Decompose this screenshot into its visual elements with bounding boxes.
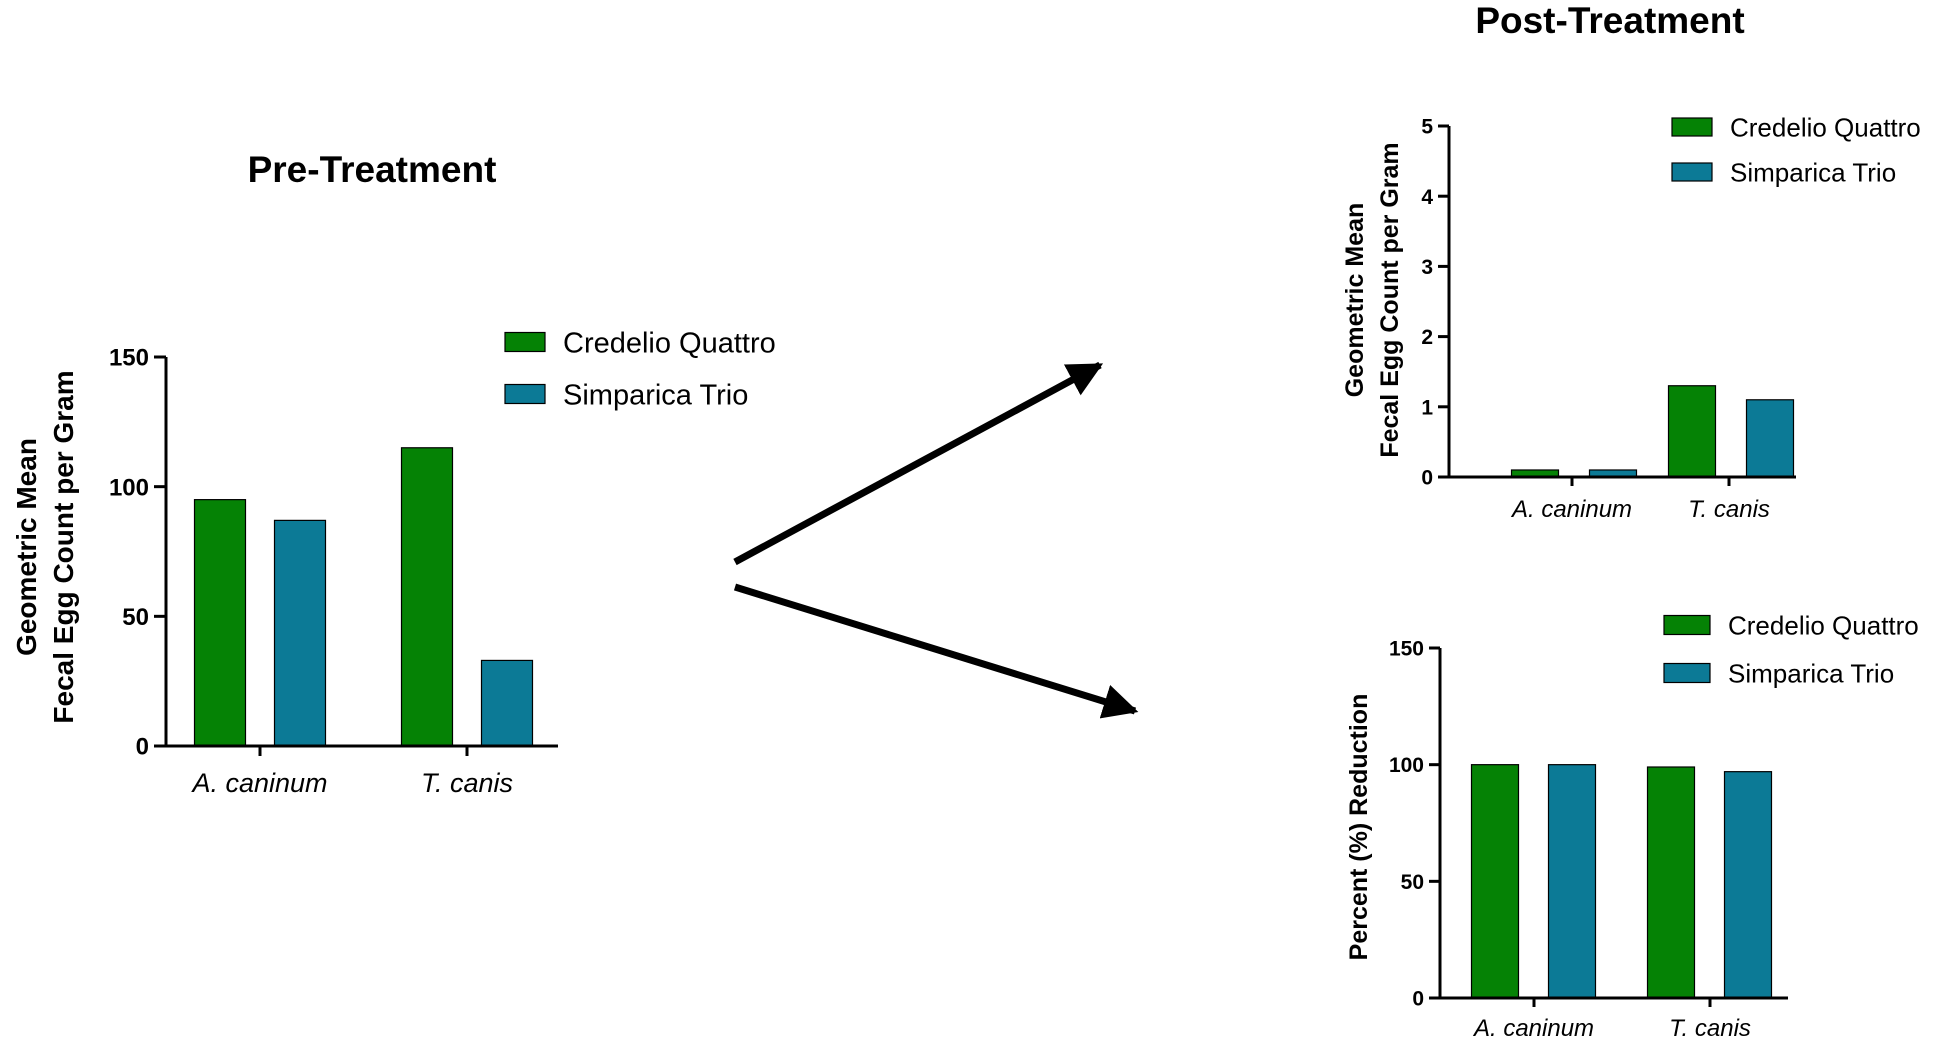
y-tick-label: 150 (109, 345, 149, 372)
y-axis-label: Fecal Egg Count per Gram (1376, 142, 1404, 457)
x-tick-label: A. caninum (190, 768, 327, 798)
y-tick-label: 100 (1389, 754, 1424, 777)
y-tick-label: 0 (136, 734, 149, 761)
x-tick-label: T. canis (421, 768, 513, 798)
y-tick-label: 0 (1412, 988, 1424, 1011)
post-treatment-chart: 0 1 2 3 4 5 A. caninum T. canis Geometric Mean Fe… (1341, 112, 1921, 523)
bar-credelio-quattro-a-caninum (193, 499, 247, 747)
y-axis-label: Geometric Mean (1341, 203, 1369, 398)
legend-swatch-credelio-quattro (1671, 117, 1713, 137)
pre-treatment-title: Pre-Treatment (248, 149, 497, 190)
x-tick-label: T. canis (1669, 1015, 1751, 1042)
legend-swatch-simparica-trio (504, 383, 546, 405)
y-tick-label: 100 (109, 474, 149, 501)
y-tick-label: 3 (1421, 256, 1433, 279)
legend-label-simparica-trio: Simparica Trio (1728, 658, 1894, 688)
y-tick-label: 0 (1421, 467, 1433, 490)
bar-simparica-trio-t-canis (480, 659, 534, 747)
legend-swatch-simparica-trio (1663, 662, 1711, 684)
x-tick-label: A. caninum (1472, 1015, 1594, 1042)
pre-treatment-chart: 0 50 100 150 A. caninum T. canis Geometric Mea… (11, 327, 776, 798)
y-axis-label: Fecal Egg Count per Gram (48, 370, 79, 723)
y-axis-label: Percent (%) Reduction (1345, 694, 1373, 961)
y-tick-label: 4 (1421, 186, 1433, 209)
bar-credelio-quattro-a-caninum (1470, 764, 1520, 999)
y-tick-label: 50 (122, 604, 149, 631)
percent-reduction-chart: 0 50 100 150 A. caninum T. canis Percent (%) R… (1345, 610, 1919, 1042)
y-tick-label: 50 (1401, 871, 1424, 894)
bar-simparica-trio-a-caninum (273, 519, 327, 747)
y-tick-label: 150 (1389, 638, 1424, 661)
bar-simparica-trio-a-caninum (1547, 764, 1597, 999)
bar-credelio-quattro-t-canis (400, 447, 454, 747)
legend-label-credelio-quattro: Credelio Quattro (563, 327, 776, 359)
legend-label-credelio-quattro: Credelio Quattro (1730, 112, 1921, 142)
y-axis-label: Geometric Mean (11, 438, 42, 656)
bar-credelio-quattro-t-canis (1667, 385, 1717, 478)
arrow-down-right-icon (733, 583, 1139, 719)
arrow-up-right-icon (733, 361, 1104, 566)
x-tick-label: A. caninum (1510, 496, 1632, 523)
bar-simparica-trio-t-canis (1745, 399, 1795, 478)
post-treatment-title: Post-Treatment (1475, 0, 1744, 41)
legend-label-simparica-trio: Simparica Trio (563, 379, 748, 411)
legend-label-credelio-quattro: Credelio Quattro (1728, 610, 1919, 640)
legend-label-simparica-trio: Simparica Trio (1730, 157, 1896, 187)
bar-simparica-trio-t-canis (1723, 771, 1773, 999)
bar-credelio-quattro-t-canis (1646, 766, 1696, 999)
legend-swatch-credelio-quattro (504, 331, 546, 353)
y-tick-label: 2 (1421, 326, 1433, 349)
y-tick-label: 5 (1421, 116, 1433, 139)
legend-swatch-simparica-trio (1671, 162, 1713, 182)
x-tick-label: T. canis (1688, 496, 1770, 523)
y-tick-label: 1 (1421, 396, 1433, 419)
legend-swatch-credelio-quattro (1663, 614, 1711, 636)
